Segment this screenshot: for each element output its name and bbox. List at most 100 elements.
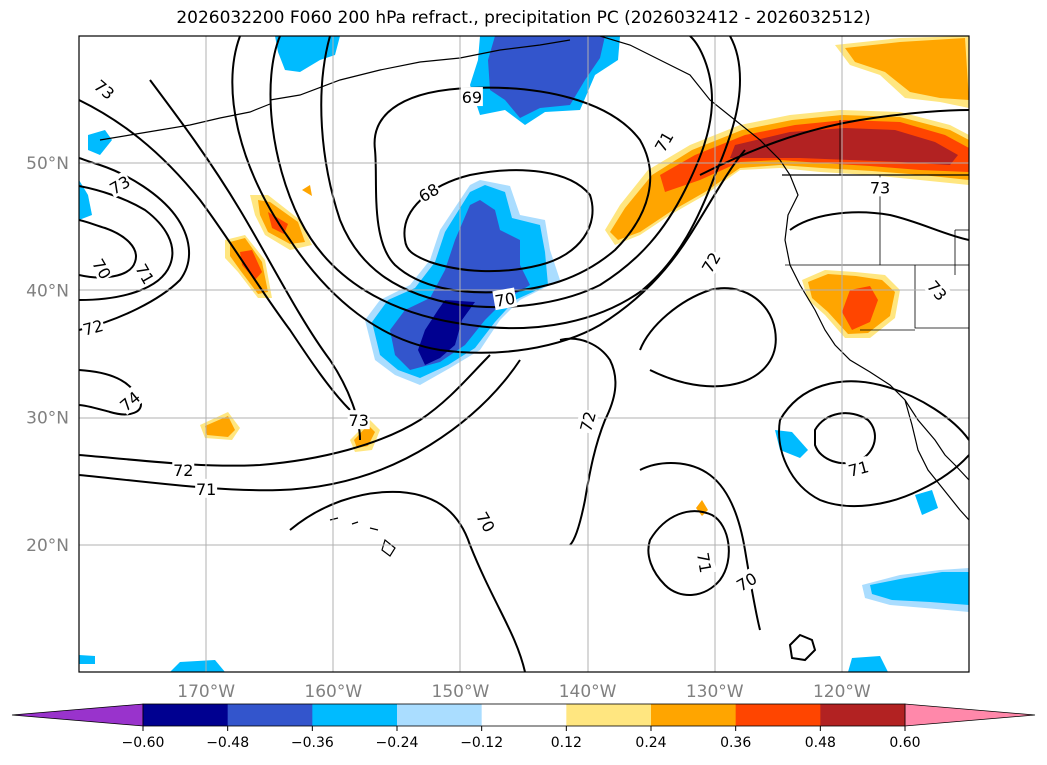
longitude-labels: 170°W 160°W 150°W 140°W 130°W 120°W xyxy=(177,682,871,702)
contour-label: 72 xyxy=(81,316,106,340)
colorbar-tick-label: −0.24 xyxy=(376,735,419,751)
contour-72-south xyxy=(79,354,491,467)
lat-tick-label: 20°N xyxy=(26,536,69,556)
precip-negative-small-4 xyxy=(915,490,938,515)
contour-68 xyxy=(403,169,594,273)
colorbar-swatch xyxy=(481,704,567,726)
contour-label-halo xyxy=(195,478,218,498)
contour-label-halo xyxy=(693,550,717,576)
lat-tick-label: 40°N xyxy=(26,281,69,301)
precip-negative-top-left xyxy=(275,36,340,72)
colorbar-under-arrow xyxy=(11,703,144,727)
precip-negative-bottom-2 xyxy=(848,656,888,672)
contour-label-halo xyxy=(472,507,501,536)
latitude-labels: 50°N 40°N 30°N 20°N xyxy=(26,154,69,556)
colorbar-tick-label: 0.48 xyxy=(805,735,836,751)
coastlines xyxy=(99,36,969,557)
colorbar-tick-label: 0.36 xyxy=(720,735,751,751)
precip-negative-small-1 xyxy=(88,130,112,155)
lat-tick-label: 50°N xyxy=(26,154,69,174)
map-frame xyxy=(78,35,970,673)
contour-label-halo xyxy=(88,254,117,283)
contour-label-group: 71 xyxy=(693,550,717,576)
lon-tick-label: 140°W xyxy=(559,682,617,702)
contour-73-left xyxy=(79,99,351,411)
contour-label-group: 71 xyxy=(195,478,218,499)
precip-positive-california-red xyxy=(842,286,878,330)
contour-label-halo xyxy=(115,386,145,416)
contour-label: 70 xyxy=(493,289,516,311)
aleutian-islands xyxy=(99,103,271,141)
contour-71-east xyxy=(778,380,969,508)
colorbar-swatch xyxy=(820,704,906,726)
contour-72-west xyxy=(79,157,191,331)
contour-label: 73 xyxy=(349,411,369,430)
chart-title: 2026032200 F060 200 hPa refract., precip… xyxy=(176,8,871,28)
contour-label-halo xyxy=(414,178,443,206)
lon-tick-label: 160°W xyxy=(304,682,362,702)
contour-72-central xyxy=(559,337,617,546)
contour-label: 71 xyxy=(196,480,216,499)
precip-negative-small-2 xyxy=(79,180,92,220)
contour-label-halo xyxy=(649,127,678,156)
colorbar-tick-label: −0.36 xyxy=(291,735,334,751)
contour-70-east xyxy=(814,412,876,465)
contour-label-group: 72 xyxy=(172,459,195,480)
contour-label-halo xyxy=(575,408,600,435)
colorbar-tick-label: −0.48 xyxy=(206,735,249,751)
contour-label-halo xyxy=(731,567,761,595)
refractivity-contours xyxy=(79,36,969,672)
gridlines xyxy=(79,36,969,672)
baja-coastline xyxy=(904,399,969,521)
contour-label: 72 xyxy=(173,461,193,480)
north-america-coastline xyxy=(599,36,969,481)
colorbar-tick-label: 0.24 xyxy=(635,735,666,751)
contour-label: 69 xyxy=(462,88,482,107)
contour-70-north xyxy=(320,36,714,309)
contour-72-east xyxy=(639,287,777,388)
lon-tick-label: 130°W xyxy=(686,682,744,702)
precip-positive-patch-6 xyxy=(302,185,312,196)
contour-label-halo xyxy=(172,459,195,479)
colorbar-tick-label: −0.60 xyxy=(122,735,165,751)
contour-label-group: 72 xyxy=(575,408,600,435)
precip-negative-bottom-1 xyxy=(170,660,225,672)
colorbar-swatch xyxy=(735,704,821,726)
contour-label-halo xyxy=(869,177,891,197)
colorbar-swatch xyxy=(651,704,737,726)
colorbar-tick-label: −0.12 xyxy=(460,735,503,751)
lon-tick-label: 170°W xyxy=(177,682,235,702)
colorbar-tick-label: 0.12 xyxy=(551,735,582,751)
contour-73-east xyxy=(699,109,969,176)
precip-positive-patch-2-red xyxy=(240,250,262,280)
contour-label-group: 72 xyxy=(79,314,106,340)
precip-negative-bottom-right-cyan xyxy=(870,572,969,605)
colorbar-swatch xyxy=(143,704,229,726)
colorbar-over-arrow xyxy=(904,703,1036,727)
contour-label-halo xyxy=(79,314,106,339)
contour-label: 72 xyxy=(576,409,600,434)
contour-71-north xyxy=(269,36,742,330)
precip-negative-top-blue xyxy=(488,36,605,118)
contour-73-west xyxy=(149,79,361,441)
contour-70-south xyxy=(289,490,526,672)
lat-tick-label: 30°N xyxy=(26,409,69,429)
colorbar-swatch xyxy=(227,704,313,726)
contour-label-halo xyxy=(347,410,370,430)
hawaii-islands xyxy=(329,517,396,557)
precip-negative-bottom-3 xyxy=(79,655,95,664)
contour-small-box xyxy=(788,633,817,662)
contour-label-group: 71 xyxy=(845,455,872,481)
contour-label: 73 xyxy=(870,178,890,197)
lon-tick-label: 120°W xyxy=(813,682,871,702)
contour-label-halo xyxy=(696,247,725,277)
colorbar-swatch xyxy=(397,704,483,726)
colorbar-frame xyxy=(142,703,906,727)
alaska-coast xyxy=(269,39,571,101)
contour-71-south xyxy=(79,359,521,492)
lon-tick-label: 150°W xyxy=(432,682,490,702)
contour-label: 71 xyxy=(846,457,871,481)
contour-73-se xyxy=(789,211,969,241)
colorbar-swatch xyxy=(566,704,652,726)
